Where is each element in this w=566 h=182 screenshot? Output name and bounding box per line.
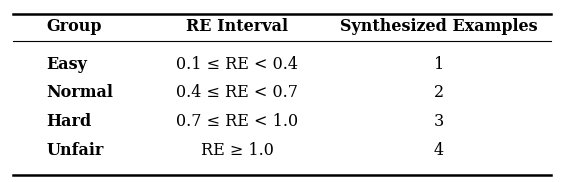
Text: 3: 3	[434, 113, 444, 130]
Text: Easy: Easy	[46, 56, 87, 73]
Text: Group: Group	[46, 18, 102, 35]
Text: 1: 1	[434, 56, 444, 73]
Text: RE Interval: RE Interval	[186, 18, 288, 35]
Text: 0.7 ≤ RE < 1.0: 0.7 ≤ RE < 1.0	[176, 113, 298, 130]
Text: Hard: Hard	[46, 113, 92, 130]
Text: 2: 2	[434, 84, 444, 101]
Text: Normal: Normal	[46, 84, 113, 101]
Text: 0.4 ≤ RE < 0.7: 0.4 ≤ RE < 0.7	[176, 84, 298, 101]
Text: Synthesized Examples: Synthesized Examples	[340, 18, 538, 35]
Text: RE ≥ 1.0: RE ≥ 1.0	[200, 142, 273, 159]
Text: 4: 4	[434, 142, 444, 159]
Text: 0.1 ≤ RE < 0.4: 0.1 ≤ RE < 0.4	[176, 56, 298, 73]
Text: Unfair: Unfair	[46, 142, 104, 159]
